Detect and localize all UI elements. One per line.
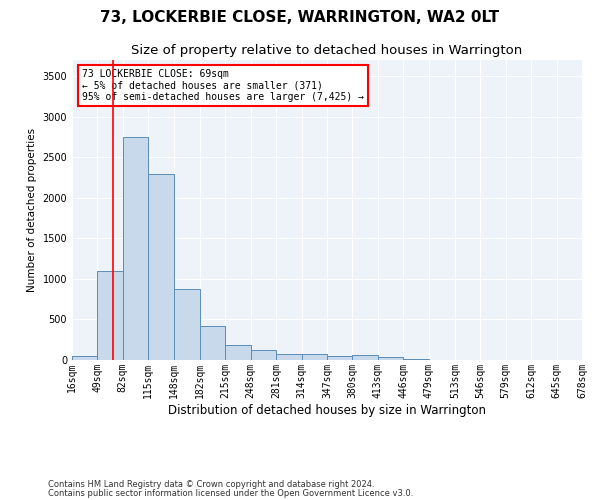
Text: 73 LOCKERBIE CLOSE: 69sqm
← 5% of detached houses are smaller (371)
95% of semi-: 73 LOCKERBIE CLOSE: 69sqm ← 5% of detach…	[82, 69, 364, 102]
Text: Contains public sector information licensed under the Open Government Licence v3: Contains public sector information licen…	[48, 489, 413, 498]
Bar	[403, 359, 428, 360]
Bar	[352, 355, 378, 360]
Bar	[173, 288, 200, 360]
Bar	[378, 357, 403, 360]
X-axis label: Distribution of detached houses by size in Warrington: Distribution of detached houses by size …	[168, 404, 486, 416]
Bar	[72, 356, 97, 360]
Bar	[251, 350, 276, 360]
Bar	[123, 137, 148, 360]
Bar	[327, 356, 352, 360]
Bar	[97, 271, 123, 360]
Bar	[302, 354, 327, 360]
Bar	[276, 354, 302, 360]
Text: 73, LOCKERBIE CLOSE, WARRINGTON, WA2 0LT: 73, LOCKERBIE CLOSE, WARRINGTON, WA2 0LT	[100, 10, 500, 25]
Bar	[226, 345, 251, 360]
Bar	[200, 326, 226, 360]
Text: Contains HM Land Registry data © Crown copyright and database right 2024.: Contains HM Land Registry data © Crown c…	[48, 480, 374, 489]
Bar	[148, 174, 173, 360]
Y-axis label: Number of detached properties: Number of detached properties	[27, 128, 37, 292]
Title: Size of property relative to detached houses in Warrington: Size of property relative to detached ho…	[131, 44, 523, 58]
